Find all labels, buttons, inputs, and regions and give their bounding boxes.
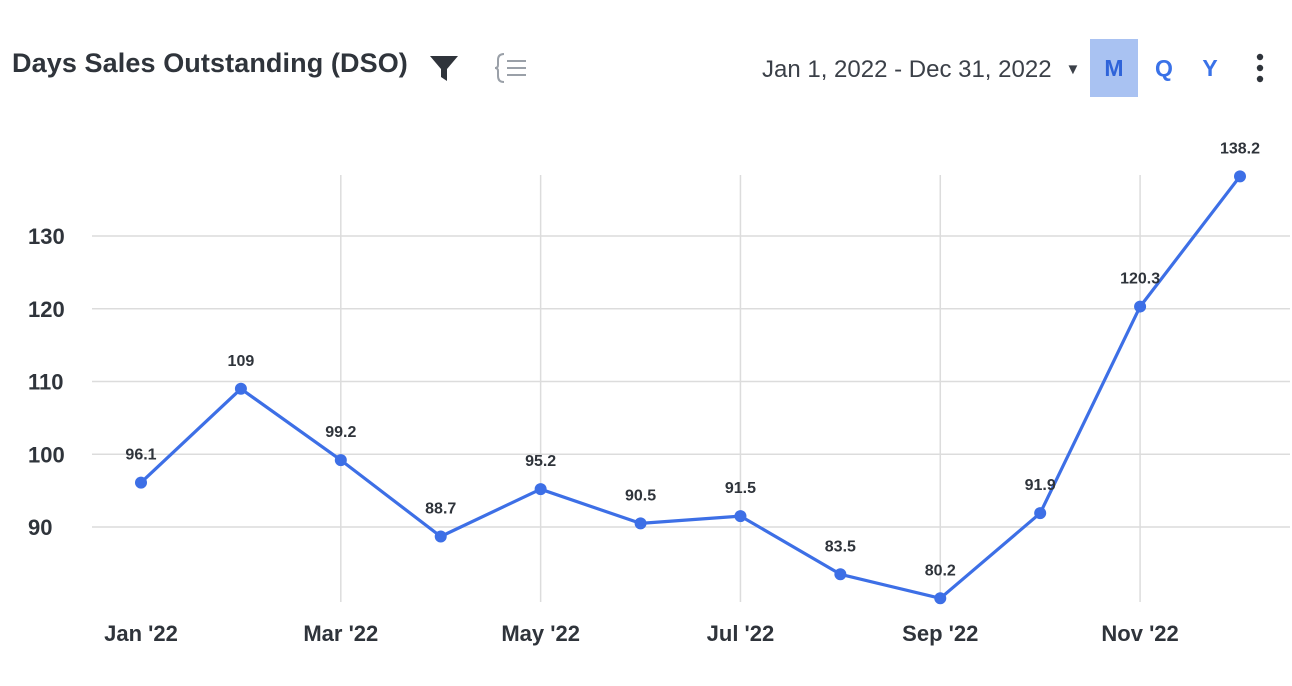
x-tick-label: Jul '22 <box>707 621 775 646</box>
data-label: 120.3 <box>1120 271 1160 288</box>
data-label: 90.5 <box>625 487 656 504</box>
chevron-down-icon: ▼ <box>1065 61 1081 78</box>
data-label: 138.2 <box>1220 140 1260 157</box>
data-labels: 96.1 109 99.2 88.7 95.2 90.5 91.5 83.5 80.2 91.9 1… <box>125 140 1260 579</box>
series-layer <box>135 170 1246 605</box>
y-tick-label: 130 <box>28 224 65 249</box>
y-tick-label: 120 <box>28 297 65 322</box>
y-axis-tick-labels: 90 100 110 120 130 <box>28 224 65 540</box>
data-point[interactable] <box>234 382 247 395</box>
period-quarter-button[interactable]: Q <box>1155 55 1173 81</box>
data-point[interactable] <box>1234 170 1246 183</box>
x-tick-label: Mar '22 <box>303 621 378 646</box>
data-label: 99.2 <box>325 424 356 441</box>
date-range-label: Jan 1, 2022 - Dec 31, 2022 <box>762 56 1052 83</box>
y-tick-label: 100 <box>28 442 65 467</box>
data-point[interactable] <box>434 530 447 543</box>
legend-list-icon[interactable] <box>494 51 528 85</box>
more-vertical-icon[interactable] <box>1248 50 1272 86</box>
x-tick-label: Jan '22 <box>104 621 178 646</box>
chart-title: Days Sales Outstanding (DSO) <box>12 48 408 78</box>
data-label: 83.5 <box>825 538 856 555</box>
date-range-dropdown[interactable]: Jan 1, 2022 - Dec 31, 2022 ▼ <box>762 52 1080 88</box>
data-label: 95.2 <box>525 453 556 470</box>
data-label: 109 <box>228 353 255 370</box>
vertical-gridlines <box>340 175 1141 602</box>
data-point[interactable] <box>1134 300 1147 313</box>
x-tick-label: Nov '22 <box>1101 621 1178 646</box>
y-tick-label: 110 <box>28 370 64 395</box>
data-point[interactable] <box>634 517 647 530</box>
data-point[interactable] <box>135 476 147 489</box>
filter-icon[interactable] <box>428 52 460 84</box>
x-tick-label: Sep '22 <box>902 621 978 646</box>
data-label: 96.1 <box>125 447 156 464</box>
chart-header: Days Sales Outstanding (DSO) Jan 1, 2022… <box>0 0 1292 130</box>
horizontal-gridlines <box>92 235 1290 528</box>
data-label: 91.5 <box>725 480 756 497</box>
data-label: 88.7 <box>425 500 456 517</box>
data-label: 80.2 <box>925 562 956 579</box>
period-month-button[interactable]: M <box>1090 39 1138 97</box>
data-point[interactable] <box>734 510 747 523</box>
data-point[interactable] <box>934 592 947 605</box>
data-point[interactable] <box>834 568 847 581</box>
data-point[interactable] <box>534 483 547 496</box>
x-axis-tick-labels: Jan '22 Mar '22 May '22 Jul '22 Sep '22 Nov '… <box>104 621 1179 646</box>
data-point[interactable] <box>1034 507 1047 520</box>
period-year-button[interactable]: Y <box>1202 55 1218 81</box>
series-line <box>139 174 1242 600</box>
data-label: 91.9 <box>1025 477 1056 494</box>
y-tick-label: 90 <box>28 515 52 540</box>
data-point[interactable] <box>334 454 347 467</box>
x-tick-label: May '22 <box>501 621 580 646</box>
